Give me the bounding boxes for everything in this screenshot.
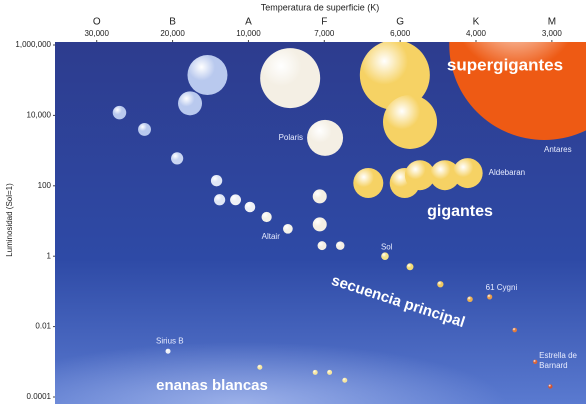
temperature-label: 6,000: [390, 29, 411, 38]
star: [257, 364, 263, 370]
star: [449, 42, 586, 140]
star: [171, 152, 184, 165]
temperature-label: 10,000: [236, 29, 261, 38]
star: [261, 211, 272, 223]
star: [452, 158, 483, 189]
star: [244, 201, 256, 213]
star-label: Polaris: [279, 133, 303, 142]
star: [437, 281, 444, 288]
star: [178, 91, 203, 116]
x-axis-title: Temperatura de superficie (K): [261, 2, 380, 12]
star-label: Altair: [262, 232, 281, 241]
series-label: supergigantes: [447, 55, 563, 74]
star: [312, 369, 318, 375]
x-tick-label: M: [548, 17, 556, 28]
y-tick-label: 1,000,000: [15, 40, 51, 49]
x-tick-label: K: [473, 17, 480, 28]
star: [359, 42, 430, 111]
x-tick-label: O: [93, 17, 101, 28]
star: [548, 384, 553, 389]
temperature-label: 7,000: [314, 29, 335, 38]
x-tick-label: G: [396, 17, 404, 28]
plot-glow: [55, 280, 586, 404]
star: [260, 48, 321, 109]
star: [312, 217, 327, 232]
star: [406, 263, 414, 271]
star: [213, 194, 226, 206]
star: [138, 122, 151, 136]
y-axis-title: Luminosidad (Sol=1): [5, 183, 14, 257]
series-label: gigantes: [427, 203, 493, 220]
stars: [112, 42, 586, 389]
star: [187, 55, 228, 96]
star: [342, 377, 348, 383]
star: [532, 359, 538, 364]
star-label: Sol: [381, 242, 393, 251]
temperature-label: 3,000: [542, 29, 563, 38]
y-tick-label: 0.0001: [27, 392, 52, 401]
star-label: Barnard: [539, 361, 567, 370]
star: [210, 174, 223, 187]
star-label: Estrella de: [539, 351, 577, 360]
star: [512, 327, 518, 333]
star: [335, 241, 345, 250]
x-tick-label: F: [321, 17, 327, 28]
star: [467, 296, 473, 303]
y-tick-label: 10,000: [27, 111, 52, 120]
x-tick-label: B: [169, 17, 176, 28]
star: [312, 189, 327, 204]
star: [317, 241, 327, 251]
star-label: Sirius B: [156, 336, 184, 345]
star: [307, 119, 344, 156]
star: [404, 160, 435, 191]
star: [487, 294, 493, 300]
star: [230, 194, 241, 206]
star: [283, 223, 293, 234]
star-label: 61 Cygni: [486, 283, 518, 292]
y-tick-label: 0.01: [35, 322, 51, 331]
star: [381, 252, 389, 260]
temperature-label: 20,000: [160, 29, 185, 38]
star: [165, 348, 171, 354]
star-label: Antares: [544, 145, 572, 154]
star: [353, 168, 384, 199]
y-tick-label: 100: [38, 181, 52, 190]
series-label: enanas blancas: [156, 377, 268, 394]
temperature-label: 4,000: [466, 29, 487, 38]
star: [112, 105, 127, 120]
temperature-label: 30,000: [84, 29, 109, 38]
y-tick-label: 1: [47, 251, 52, 260]
x-tick-label: A: [245, 17, 252, 28]
star: [429, 160, 460, 191]
star-label: Aldebaran: [489, 168, 525, 177]
star: [327, 369, 333, 375]
star: [383, 94, 438, 149]
